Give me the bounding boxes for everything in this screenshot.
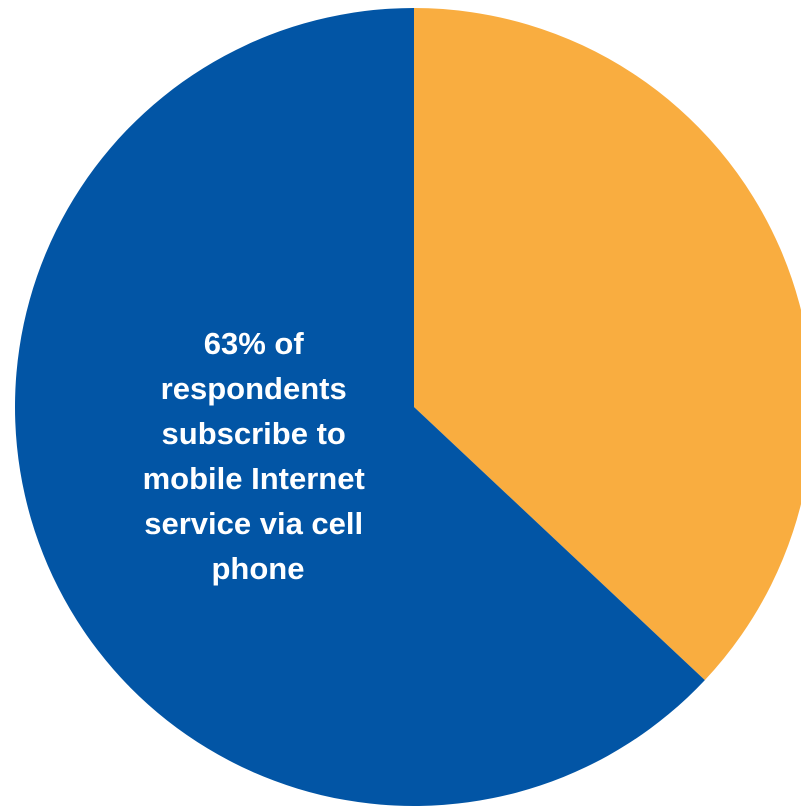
pie-slice-orange (414, 8, 801, 681)
annotation-line-3: subscribe to (162, 416, 346, 451)
annotation-line-4: mobile Internet (143, 461, 365, 496)
pie-slice-blue (14, 8, 705, 806)
annotation-line-5: service via cell (144, 506, 363, 541)
slice-annotation: 63% of respondents subscribe to mobile I… (143, 326, 374, 586)
annotation-line-2: respondents (161, 371, 347, 406)
pie-slices (14, 8, 801, 806)
annotation-line-6: phone (212, 551, 305, 586)
annotation-line-1: 63% of (204, 326, 305, 361)
